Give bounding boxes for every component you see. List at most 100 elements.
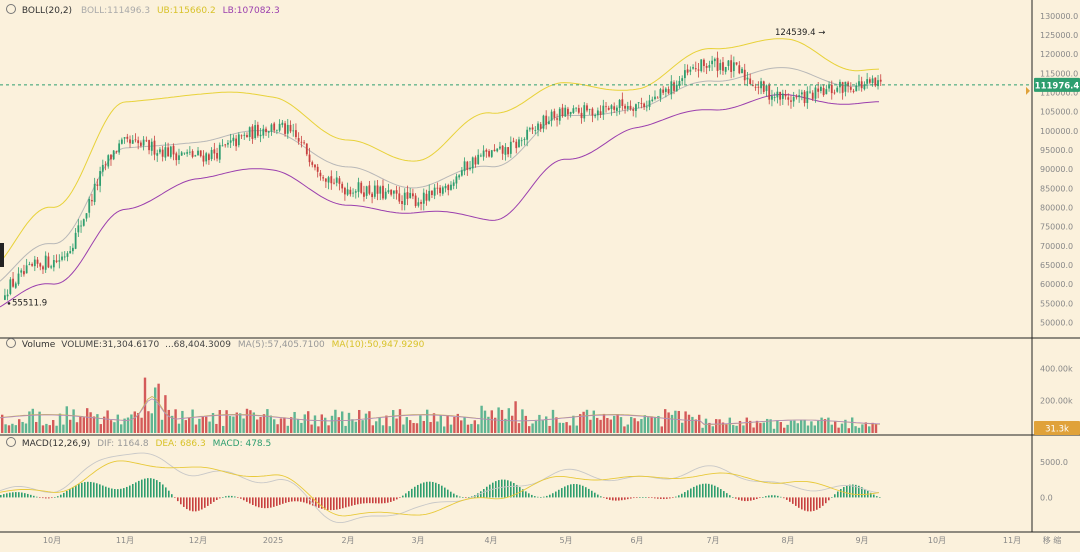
macd-histogram-bar [537,496,539,498]
macd-histogram-bar [513,483,515,498]
volume-bar [232,416,235,433]
candle-body [254,125,257,139]
volume-bar [259,417,262,433]
macd-histogram-bar [114,489,116,498]
volume-bar [494,417,497,433]
macd-histogram-bar [99,484,101,498]
volume-bar [31,408,34,433]
macd-histogram-bar [225,496,227,498]
candle-body [792,96,795,102]
candle-body [352,192,354,194]
candle-body [822,87,825,96]
macd-histogram-bar [876,496,878,498]
candle-body [716,57,719,71]
macd-histogram-bar [804,497,806,511]
macd-histogram-bar [48,497,50,499]
eye-icon[interactable] [6,4,16,14]
volume-bar [361,420,364,433]
macd-histogram-bar [423,482,425,498]
volume-bar [830,424,833,433]
candle-body [806,91,809,103]
macd-histogram-bar [453,493,455,498]
volume-bar [694,419,697,433]
macd-histogram-bar [648,497,650,499]
alert-marker-icon [1026,86,1030,95]
candle-body [480,155,482,157]
volume-bar [69,419,72,433]
volume-legend[interactable]: Volume VOLUME:31,304.6170 ...68,404.3009… [6,338,424,351]
candle-body [482,150,485,157]
macd-histogram-bar [468,497,470,498]
macd-histogram-bar [96,483,98,498]
macd-histogram-bar [54,497,56,498]
macd-histogram-bar [774,495,776,498]
macd-histogram-bar [45,497,47,499]
macd-histogram-bar [747,497,749,502]
candle-body [599,111,602,115]
macd-histogram-bar [792,497,794,504]
candle-body [417,202,420,206]
volume-bar [48,425,51,433]
candle-body [610,105,613,109]
bell-icon[interactable] [6,437,16,447]
candle-body [36,259,39,264]
volume-bar [269,415,272,433]
volume-bar [245,408,249,433]
macd-histogram-bar [333,497,335,511]
macd-histogram-bar [828,497,830,501]
candle-body [12,278,14,287]
candle-body [879,79,882,82]
candle-body [580,112,583,119]
eye-icon[interactable] [6,338,16,348]
candle-body [871,78,874,84]
candle-body [256,124,259,136]
candle-body [363,192,365,197]
candle-body [626,106,629,109]
volume-bar [715,419,718,433]
candle-body [123,137,126,139]
candle-body [327,177,330,183]
candle-body [101,164,104,172]
candle-body [817,88,820,92]
candle-body [477,154,480,164]
candle-body [333,182,335,184]
macd-legend[interactable]: MACD(12,26,9) DIF: 1164.8 DEA: 686.3 MAC… [6,437,271,450]
volume-bar [793,420,796,433]
candle-body [490,150,493,157]
macd-histogram-bar [744,497,746,502]
boll-legend[interactable]: BOLL(20,2) BOLL:111496.3 UB:115660.2 LB:… [6,4,280,17]
candle-body [618,99,621,108]
macd-histogram-bar [618,497,620,501]
candle-body [776,91,779,98]
candle-body [469,167,471,170]
macd-tick-label: 5000.0 [1040,458,1068,467]
volume-ma2: MA(10):50,947.9290 [331,340,425,350]
volume-bar [137,413,140,433]
volume-bar [324,417,327,433]
macd-histogram-bar [711,484,713,498]
volume-bar [120,424,123,433]
candle-body [567,108,569,115]
macd-histogram-bar [123,488,125,498]
macd-histogram-bar [87,481,89,498]
macd-histogram-bar [102,485,104,498]
macd-histogram-bar [573,483,575,498]
macd-histogram-bar [129,485,131,498]
macd-histogram-bar [555,491,557,498]
macd-histogram-bar [285,497,287,503]
candle-body [246,135,248,138]
volume-bar [303,414,306,433]
candle-body [749,78,752,85]
candle-body [752,85,754,87]
volume-bar [154,387,157,433]
macd-histogram-bar [108,487,110,498]
candle-body [844,81,847,92]
volume-bar [41,425,45,433]
candle-body [814,87,817,99]
candle-body [305,143,308,155]
volume-bar [477,424,480,433]
boll-middle-band [0,67,880,282]
volume-bar [208,421,211,433]
candle-body [148,140,150,151]
